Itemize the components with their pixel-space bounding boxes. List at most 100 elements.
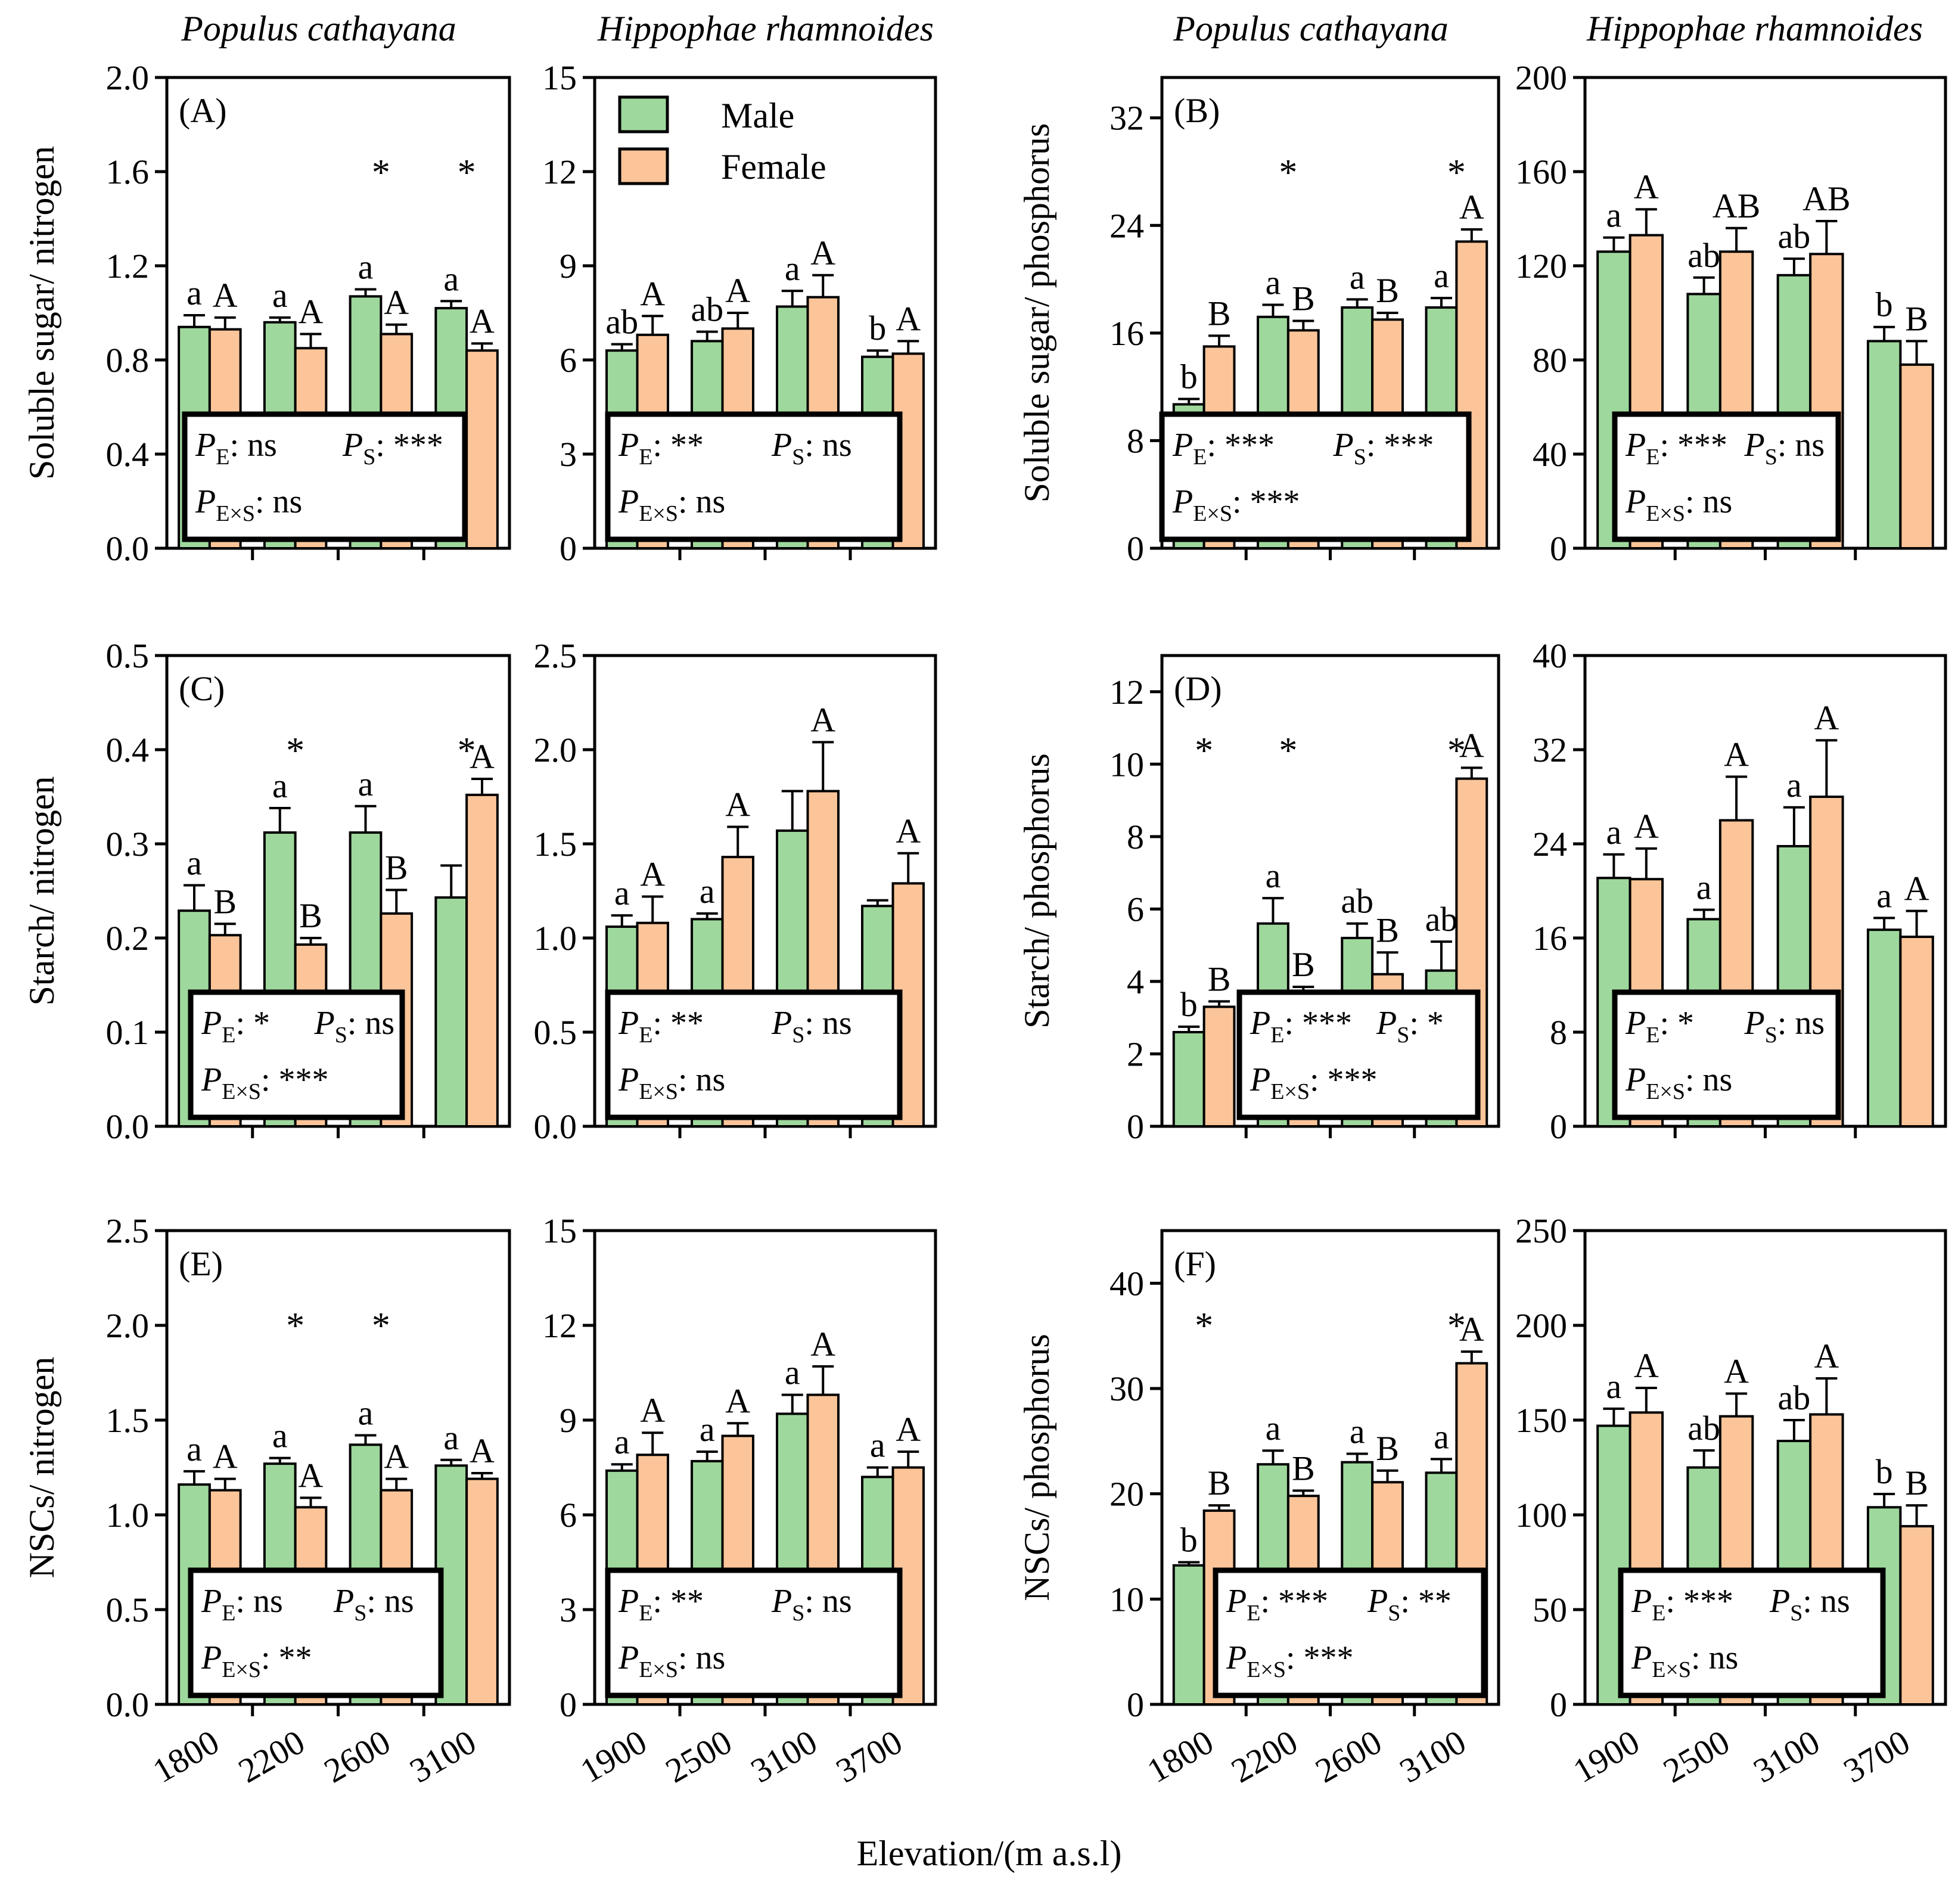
stat-p-sex: PS: * xyxy=(1376,1005,1444,1048)
sig-letter-female: B xyxy=(213,882,237,921)
y-tick-label: 12 xyxy=(542,1306,577,1345)
legend: Male Female xyxy=(618,95,826,187)
bar-female xyxy=(465,793,499,1128)
stats-box xyxy=(182,411,468,542)
y-tick-label: 0.0 xyxy=(106,1107,150,1146)
sex-difference-asterisk: * xyxy=(1447,731,1466,771)
x-tick-label: 2600 xyxy=(1309,1722,1388,1790)
panel-A-P: 0.0 0.4 0.8 1.2 1.6 2.0 Soluble sugar/ nitroge… xyxy=(22,58,511,568)
sig-letter-female: A xyxy=(725,785,750,824)
sig-letter-female: AB xyxy=(1802,179,1851,218)
bar-female xyxy=(1899,936,1934,1128)
stat-p-interaction: PE×S: ns xyxy=(618,483,725,526)
stat-p-elevation: PE: *** xyxy=(1226,1583,1328,1626)
x-tick-label: 1800 xyxy=(146,1722,225,1790)
x-tick-label: 3100 xyxy=(744,1722,823,1790)
y-tick-label: 0.4 xyxy=(106,731,150,769)
sig-letter-female: A xyxy=(810,1325,835,1363)
stat-p-elevation: PE: *** xyxy=(1172,427,1275,470)
panel-label: (F) xyxy=(1174,1244,1216,1283)
y-tick-label: 24 xyxy=(1109,206,1144,245)
y-tick-label: 0.1 xyxy=(106,1013,150,1052)
y-tick-label: 8 xyxy=(1550,1013,1567,1052)
y-tick-label: 160 xyxy=(1515,153,1567,191)
stat-p-sex: PS: ns xyxy=(771,1005,852,1048)
sig-letter-female: B xyxy=(1376,271,1399,310)
y-axis-label: Soluble sugar/ nitrogen xyxy=(22,146,61,480)
sig-letter-male: b xyxy=(1180,357,1198,396)
stats-box xyxy=(188,1567,444,1698)
panel-label: (C) xyxy=(179,669,225,708)
stat-p-interaction: PE×S: *** xyxy=(1226,1639,1354,1682)
sig-letter-female: B xyxy=(385,848,408,887)
stats-box xyxy=(1159,411,1472,542)
bar-male xyxy=(1866,928,1902,1128)
sig-letter-male: a xyxy=(358,1393,374,1432)
sig-letter-female: B xyxy=(1905,299,1928,338)
y-tick-label: 40 xyxy=(1109,1264,1144,1303)
sig-letter-male: a xyxy=(785,249,800,288)
legend-female-label: Female xyxy=(721,147,826,187)
species-title-right-hippophae: Hippophae rhamnoides xyxy=(1586,9,1923,48)
legend-female-swatch xyxy=(618,147,669,185)
x-tick-label: 2500 xyxy=(1656,1722,1736,1790)
sig-letter-male: b xyxy=(869,309,886,347)
sex-difference-asterisk: * xyxy=(458,153,476,193)
sig-letter-female: A xyxy=(299,1456,324,1495)
y-tick-label: 200 xyxy=(1515,1306,1567,1345)
sig-letter-male: a xyxy=(1786,766,1802,805)
y-tick-label: 200 xyxy=(1515,58,1567,97)
sig-letter-male: a xyxy=(1434,256,1449,295)
x-tick-label: 2200 xyxy=(1224,1722,1304,1790)
y-tick-label: 3 xyxy=(560,1591,577,1629)
sig-letter-female: A xyxy=(1459,188,1484,226)
y-tick-label: 2.0 xyxy=(534,731,577,769)
y-tick-label: 20 xyxy=(1109,1475,1144,1514)
y-tick-label: 0 xyxy=(1550,1685,1567,1724)
sig-letter-male: b xyxy=(1876,1452,1893,1491)
y-axis-label: Soluble sugar/ phosphorus xyxy=(1017,123,1056,503)
y-tick-label: 120 xyxy=(1515,247,1567,285)
sig-letter-male: a xyxy=(1696,868,1712,907)
sig-letter-male: a xyxy=(700,872,715,911)
stat-p-sex: PS: ns xyxy=(1769,1583,1850,1626)
sig-letter-male: a xyxy=(358,248,374,287)
x-tick-label: 3100 xyxy=(1393,1722,1472,1790)
stat-p-sex: PS: ns xyxy=(314,1005,395,1048)
sig-letter-male: a xyxy=(443,1418,459,1457)
sig-letter-female: A xyxy=(213,1437,238,1476)
stat-p-elevation: PE: ** xyxy=(618,1583,704,1626)
y-tick-label: 0 xyxy=(1127,1107,1144,1146)
sig-letter-male: b xyxy=(1180,985,1198,1024)
stat-p-sex: PS: ns xyxy=(1744,427,1825,470)
sig-letter-female: A xyxy=(384,1437,409,1476)
y-tick-label: 0.2 xyxy=(106,919,150,958)
sex-difference-asterisk: * xyxy=(1447,1306,1466,1346)
y-axis-label: NSCs/ nitrogen xyxy=(22,1357,61,1579)
y-tick-label: 10 xyxy=(1109,745,1144,784)
y-tick-label: 0.4 xyxy=(106,435,150,474)
sig-letter-female: A xyxy=(896,1410,921,1449)
sig-letter-male: a xyxy=(1606,813,1622,852)
stat-p-sex: PS: ** xyxy=(1367,1583,1452,1626)
y-tick-label: 150 xyxy=(1515,1401,1567,1440)
sex-difference-asterisk: * xyxy=(1279,731,1297,771)
y-axis-label: Starch/ phosphorus xyxy=(1017,753,1056,1029)
sig-letter-female: A xyxy=(1724,1352,1749,1390)
bar-male xyxy=(1866,340,1902,550)
sig-letter-male: ab xyxy=(605,303,638,341)
species-title-left-hippophae: Hippophae rhamnoides xyxy=(597,9,934,48)
sig-letter-female: B xyxy=(1208,959,1231,998)
stat-p-sex: PS: ns xyxy=(771,427,852,470)
stats-box xyxy=(605,411,903,542)
x-tick-label: 3100 xyxy=(403,1722,483,1790)
y-tick-label: 3 xyxy=(560,435,577,474)
panel-label: (A) xyxy=(179,91,227,130)
x-tick-label: 1800 xyxy=(1140,1722,1220,1790)
stats-box xyxy=(1612,989,1841,1120)
sig-letter-male: a xyxy=(187,274,202,312)
sig-letter-female: B xyxy=(1376,1429,1399,1468)
